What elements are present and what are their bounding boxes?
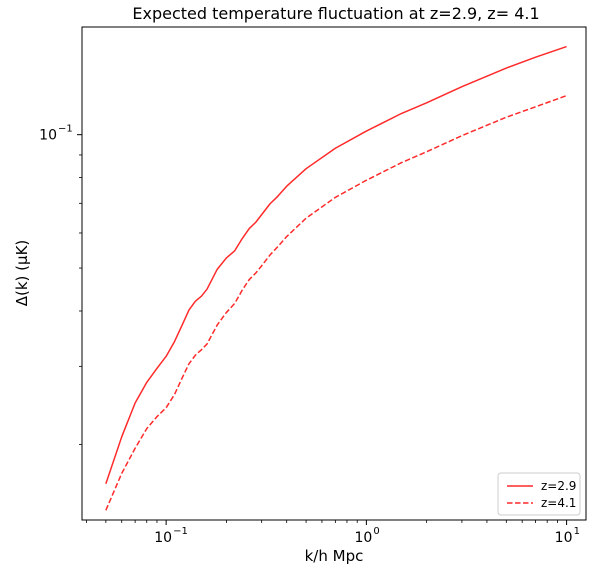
plot-frame <box>81 26 587 521</box>
x-tick-label-0: 10 <box>154 530 172 546</box>
y-tick-layer: 10 −1 <box>39 124 82 445</box>
series-line-0 <box>105 45 567 484</box>
y-tick-exponent-0: −1 <box>58 124 73 135</box>
x-tick-label-1: 10 <box>354 530 372 546</box>
legend-box <box>497 472 581 516</box>
legend-label-z41: z=4.1 <box>541 496 576 510</box>
x-tick-label-2: 10 <box>555 530 573 546</box>
y-tick-label-0: 10 <box>39 128 57 144</box>
legend: z=2.9 z=4.1 <box>497 472 581 516</box>
x-tick-layer: 10 −1 10 0 10 1 <box>86 520 580 546</box>
x-tick-exponent-2: 1 <box>574 526 580 537</box>
x-tick-exponent-1: 0 <box>373 526 379 537</box>
x-axis-label: k/h Mpc <box>305 547 364 565</box>
series-layer <box>105 45 567 511</box>
chart-title: Expected temperature fluctuation at z=2.… <box>132 4 539 23</box>
x-tick-exponent-0: −1 <box>173 526 188 537</box>
y-axis-label: Δ(k) (μK) <box>13 240 31 307</box>
legend-label-z29: z=2.9 <box>541 479 576 493</box>
series-line-1 <box>105 94 567 511</box>
